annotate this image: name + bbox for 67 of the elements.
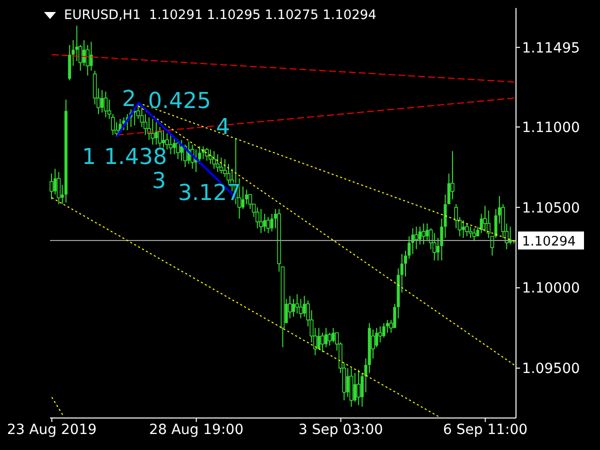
candlestick	[180, 139, 184, 162]
candlestick	[204, 147, 209, 162]
candlestick	[465, 222, 469, 237]
candlestick	[147, 116, 151, 140]
annotation: 2	[122, 87, 136, 112]
candlestick	[50, 173, 54, 200]
y-tick-label: 1.11000	[522, 120, 580, 136]
candlestick	[422, 222, 426, 245]
candlestick	[320, 332, 324, 353]
candlestick	[414, 226, 418, 250]
candlestick	[256, 206, 260, 229]
candlestick	[168, 134, 173, 155]
candlestick	[386, 319, 389, 334]
ref-line-label: 1.10294	[522, 234, 576, 250]
candlestick	[75, 25, 78, 62]
candlestick	[259, 208, 263, 234]
x-tick-label: 6 Sep 11:00	[443, 422, 528, 438]
candlestick	[82, 40, 86, 66]
candlestick	[56, 172, 61, 205]
candlestick	[426, 222, 429, 242]
candlestick	[302, 295, 306, 318]
candlestick	[266, 216, 270, 234]
candlestick	[332, 327, 335, 343]
annotation: 1	[82, 145, 96, 170]
y-tick-label: 1.09500	[522, 361, 580, 378]
candlestick	[222, 158, 227, 178]
candlestick	[216, 154, 220, 172]
y-tick-label: 1.11495	[522, 40, 580, 56]
candlestick	[54, 168, 57, 196]
candlestick	[90, 41, 93, 72]
candlestick	[245, 189, 248, 205]
x-tick-label: 28 Aug 19:00	[149, 422, 244, 438]
candlestick	[100, 90, 104, 114]
candlestick	[212, 150, 216, 170]
annotation: 1.438	[104, 145, 167, 170]
candlestick	[472, 228, 476, 242]
candlestick	[328, 332, 332, 346]
candlestick	[219, 157, 224, 174]
candlestick	[346, 368, 350, 398]
candlestick	[270, 213, 274, 232]
y-tick-label: 1.10500	[522, 200, 580, 216]
candlestick	[468, 226, 472, 238]
candlestick	[440, 218, 444, 261]
y-tick-label: 1.10000	[522, 280, 580, 297]
candlestick	[356, 369, 360, 406]
candlestick	[418, 226, 422, 245]
chart-title: EURUSD,H1 1.10291 1.10295 1.10275 1.10294	[64, 8, 376, 23]
x-tick-label: 3 Sep 03:00	[298, 422, 384, 438]
candlestick	[462, 220, 465, 238]
candlestick	[86, 44, 90, 76]
candlestick	[317, 327, 320, 350]
candlestick	[263, 213, 266, 232]
candlestick	[432, 232, 436, 261]
candlestick	[172, 138, 176, 155]
candlestick	[150, 118, 155, 146]
annotation: 3	[152, 169, 166, 194]
candlestick	[241, 186, 244, 210]
candlestick	[382, 322, 386, 338]
x-tick-label: 23 Aug 2019	[6, 422, 97, 438]
candlestick	[360, 372, 364, 408]
annotation: 0.425	[148, 89, 211, 114]
candlestick	[104, 91, 108, 118]
candlestick	[450, 150, 454, 200]
candlestick	[353, 372, 356, 402]
candlestick	[154, 122, 158, 146]
candlestick	[288, 295, 292, 319]
candlestick	[324, 327, 328, 348]
